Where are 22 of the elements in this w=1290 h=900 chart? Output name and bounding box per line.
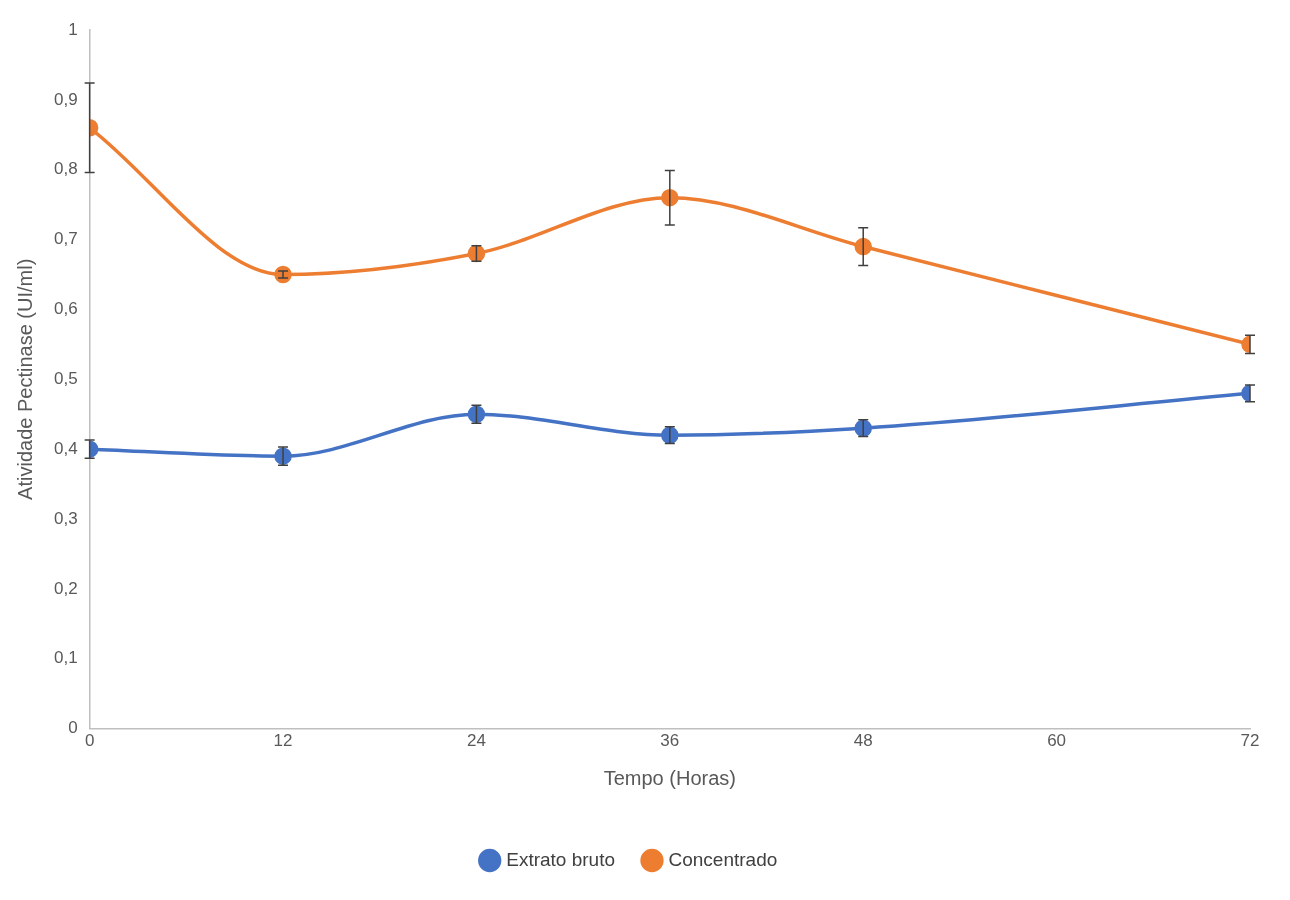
x-axis-title: Tempo (Horas) xyxy=(603,766,736,789)
x-tick-label: 48 xyxy=(853,731,873,751)
y-axis-title: Atividade Pectinase (UI/ml) xyxy=(13,258,36,500)
y-tick-label: 0,8 xyxy=(53,159,78,179)
x-tick-label: 60 xyxy=(1047,731,1067,751)
x-tick-label: 12 xyxy=(273,731,293,751)
x-tick-label: 72 xyxy=(1240,731,1260,751)
y-tick-label: 0,3 xyxy=(53,508,78,528)
y-tick-label: 0,2 xyxy=(53,578,78,598)
y-tick-label: 1 xyxy=(68,19,78,39)
x-tick-label: 0 xyxy=(84,731,95,751)
x-tick-label: 36 xyxy=(660,731,680,751)
y-tick-label: 0,1 xyxy=(53,648,78,668)
legend-label: Concentrado xyxy=(668,848,778,870)
y-tick-label: 0,7 xyxy=(53,229,78,249)
y-tick-label: 0 xyxy=(68,718,78,738)
y-tick-label: 0,9 xyxy=(53,89,78,109)
legend-label: Extrato bruto xyxy=(506,848,615,870)
y-tick-label: 0,5 xyxy=(53,368,78,388)
y-tick-label: 0,4 xyxy=(53,438,78,458)
y-tick-label: 0,6 xyxy=(53,299,78,319)
x-tick-label: 24 xyxy=(466,731,486,751)
